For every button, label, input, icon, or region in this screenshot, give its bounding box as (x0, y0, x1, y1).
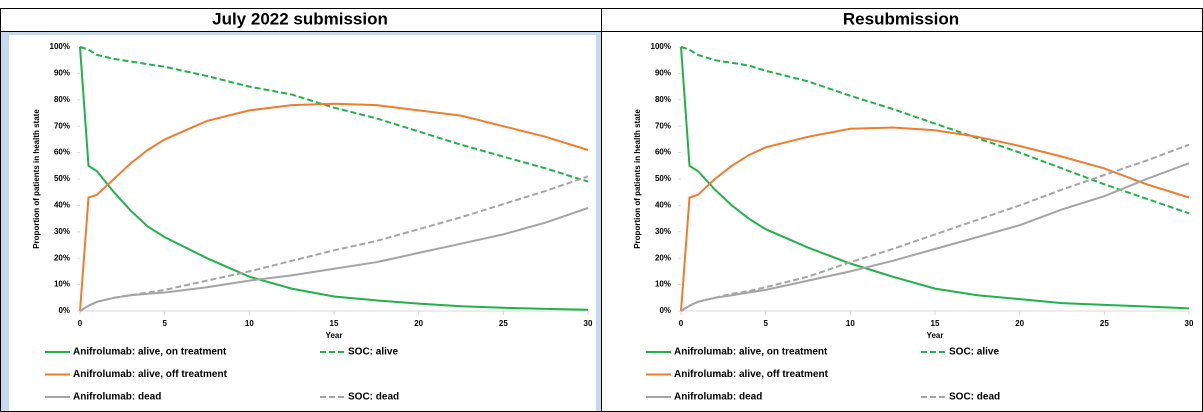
legend-label: Anifrolumab: alive, off treatment (73, 369, 228, 380)
y-tick-label: 90% (54, 69, 70, 78)
y-tick-label: 50% (54, 174, 70, 183)
x-tick-label: 15 (931, 319, 940, 328)
y-tick-label: 80% (54, 95, 70, 104)
x-tick-label: 10 (245, 319, 254, 328)
x-tick-label: 30 (584, 319, 593, 328)
y-tick-label: 60% (54, 148, 70, 157)
x-tick-label: 25 (499, 319, 508, 328)
y-tick-label: 0% (659, 306, 671, 315)
x-tick-label: 20 (414, 319, 423, 328)
x-tick-label: 30 (1185, 319, 1194, 328)
y-tick-label: 10% (655, 280, 671, 289)
y-tick-label: 40% (54, 201, 70, 210)
legend-label: Anifrolumab: dead (73, 392, 161, 403)
y-tick-label: 20% (655, 253, 671, 262)
y-axis-title: Proportion of patients in health state (633, 109, 642, 249)
y-tick-label: 50% (655, 174, 671, 183)
series-line (680, 46, 1190, 215)
y-tick-label: 70% (655, 121, 671, 130)
series-line (680, 126, 1190, 312)
y-tick-label: 60% (655, 148, 671, 157)
series-line (79, 46, 589, 183)
y-tick-label: 100% (651, 42, 671, 51)
y-tick-label: 70% (54, 121, 70, 130)
legend-label: SOC: dead (949, 392, 1000, 403)
x-tick-label: 5 (162, 319, 167, 328)
x-tick-label: 5 (763, 319, 768, 328)
y-tick-label: 80% (655, 95, 671, 104)
y-tick-label: 20% (54, 253, 70, 262)
legend-label: SOC: alive (348, 347, 398, 358)
x-tick-label: 0 (78, 319, 83, 328)
legend-label: Anifrolumab: dead (674, 392, 762, 403)
x-tick-label: 0 (679, 319, 684, 328)
series-line (680, 143, 1190, 312)
y-tick-label: 40% (655, 201, 671, 210)
chart-title: July 2022 submission (212, 9, 388, 28)
y-tick-label: 100% (50, 42, 70, 51)
y-tick-label: 30% (54, 227, 70, 236)
chart-title: Resubmission (843, 9, 959, 28)
x-axis-title: Year (326, 331, 343, 340)
series-line (680, 46, 1190, 310)
y-tick-label: 30% (655, 227, 671, 236)
y-tick-label: 10% (54, 280, 70, 289)
x-tick-label: 15 (330, 319, 339, 328)
x-tick-label: 20 (1015, 319, 1024, 328)
legend-label: SOC: alive (949, 347, 999, 358)
y-axis-title: Proportion of patients in health state (32, 109, 41, 249)
series-line (79, 175, 589, 312)
x-tick-label: 25 (1100, 319, 1109, 328)
x-axis-title: Year (927, 331, 944, 340)
y-tick-label: 90% (655, 69, 671, 78)
legend-label: SOC: dead (348, 392, 399, 403)
series-line (79, 102, 589, 312)
y-tick-label: 0% (58, 306, 70, 315)
legend-label: Anifrolumab: alive, on treatment (73, 347, 227, 358)
legend-label: Anifrolumab: alive, off treatment (674, 369, 829, 380)
legend-label: Anifrolumab: alive, on treatment (674, 347, 828, 358)
x-tick-label: 10 (846, 319, 855, 328)
